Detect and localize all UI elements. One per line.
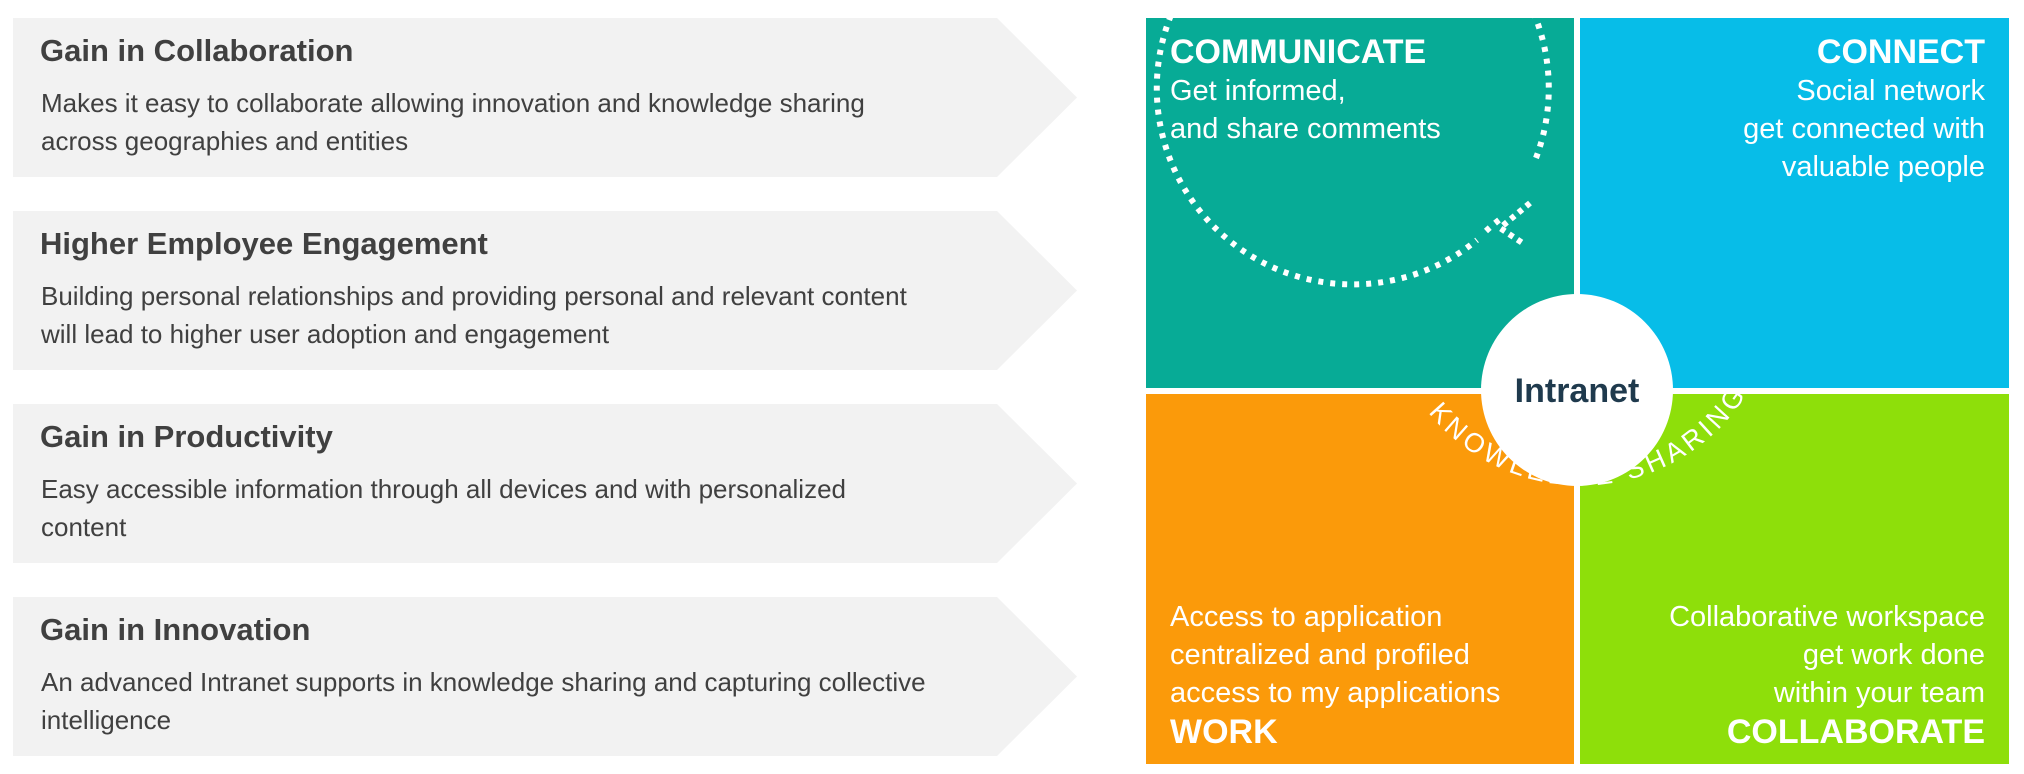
quadrant-work: Access to application centralized and pr…	[1146, 394, 1574, 764]
benefit-engagement: Higher Employee Engagement Building pers…	[13, 211, 1077, 370]
benefit-description-line: content	[41, 512, 127, 542]
arrow-shape	[13, 211, 1077, 370]
benefit-description: An advanced Intranet supports in knowled…	[41, 663, 1021, 739]
benefit-description-line: across geographies and entities	[41, 126, 409, 156]
quadrant-line: valuable people	[1781, 151, 1985, 183]
quadrant-heading: COLLABORATE	[1726, 713, 1985, 751]
quadrant-line: Social network	[1796, 75, 1985, 107]
quadrant-communicate: COMMUNICATE Get informed, and share comm…	[1146, 18, 1574, 388]
benefit-title: Higher Employee Engagement	[40, 226, 488, 261]
quadrant-text: COMMUNICATE Get informed, and share comm…	[1170, 32, 1441, 148]
quadrant-line: access to my applications	[1170, 677, 1501, 709]
quadrant-line: Collaborative workspace	[1669, 601, 1985, 633]
benefit-innovation: Gain in Innovation An advanced Intranet …	[13, 597, 1077, 756]
quadrant-line: Access to application	[1170, 601, 1443, 633]
benefit-title: Gain in Collaboration	[40, 33, 354, 68]
benefit-productivity: Gain in Productivity Easy accessible inf…	[13, 404, 1077, 563]
quadrant-line: get connected with	[1743, 113, 1985, 145]
quadrant-line: Get informed,	[1170, 75, 1346, 107]
quadrant-heading: COMMUNICATE	[1170, 33, 1427, 71]
quadrant-collaborate: Collaborative workspace get work done wi…	[1580, 394, 2009, 764]
quadrant-line: and share comments	[1170, 113, 1441, 145]
quadrant-line: get work done	[1802, 639, 1985, 671]
quadrant-line: centralized and profiled	[1170, 639, 1470, 671]
benefit-description-line: will lead to higher user adoption and en…	[41, 319, 610, 349]
benefit-description-line: An advanced Intranet supports in knowled…	[41, 667, 926, 697]
benefit-collaboration: Gain in Collaboration Makes it easy to c…	[13, 18, 1077, 177]
benefit-description-line: Building personal relationships and prov…	[41, 281, 907, 311]
benefit-description-line: Makes it easy to collaborate allowing in…	[41, 88, 865, 118]
quadrant-text: Access to application centralized and pr…	[1170, 598, 1500, 752]
arrow-shape	[13, 597, 1077, 756]
quadrant-heading: CONNECT	[1816, 33, 1985, 71]
benefit-title: Gain in Innovation	[40, 612, 311, 647]
benefits-list: Gain in Collaboration Makes it easy to c…	[13, 18, 1077, 756]
quadrant-connect: CONNECT Social network get connected wit…	[1580, 18, 2009, 388]
benefit-description-line: Easy accessible information through all …	[41, 474, 846, 504]
quadrant-text: Collaborative workspace get work done wi…	[1669, 598, 1985, 752]
quadrant-line: within your team	[1773, 677, 1985, 709]
arrow-shape	[13, 404, 1077, 563]
benefit-description: Easy accessible information through all …	[41, 470, 1021, 546]
benefit-description: Building personal relationships and prov…	[41, 277, 1021, 353]
benefit-description-line: intelligence	[41, 705, 172, 735]
arrow-shape	[13, 18, 1077, 177]
benefit-description: Makes it easy to collaborate allowing in…	[41, 84, 1021, 160]
benefit-title: Gain in Productivity	[40, 419, 333, 454]
quadrant-text: CONNECT Social network get connected wit…	[1743, 32, 1985, 186]
quadrant-heading: WORK	[1170, 713, 1278, 751]
